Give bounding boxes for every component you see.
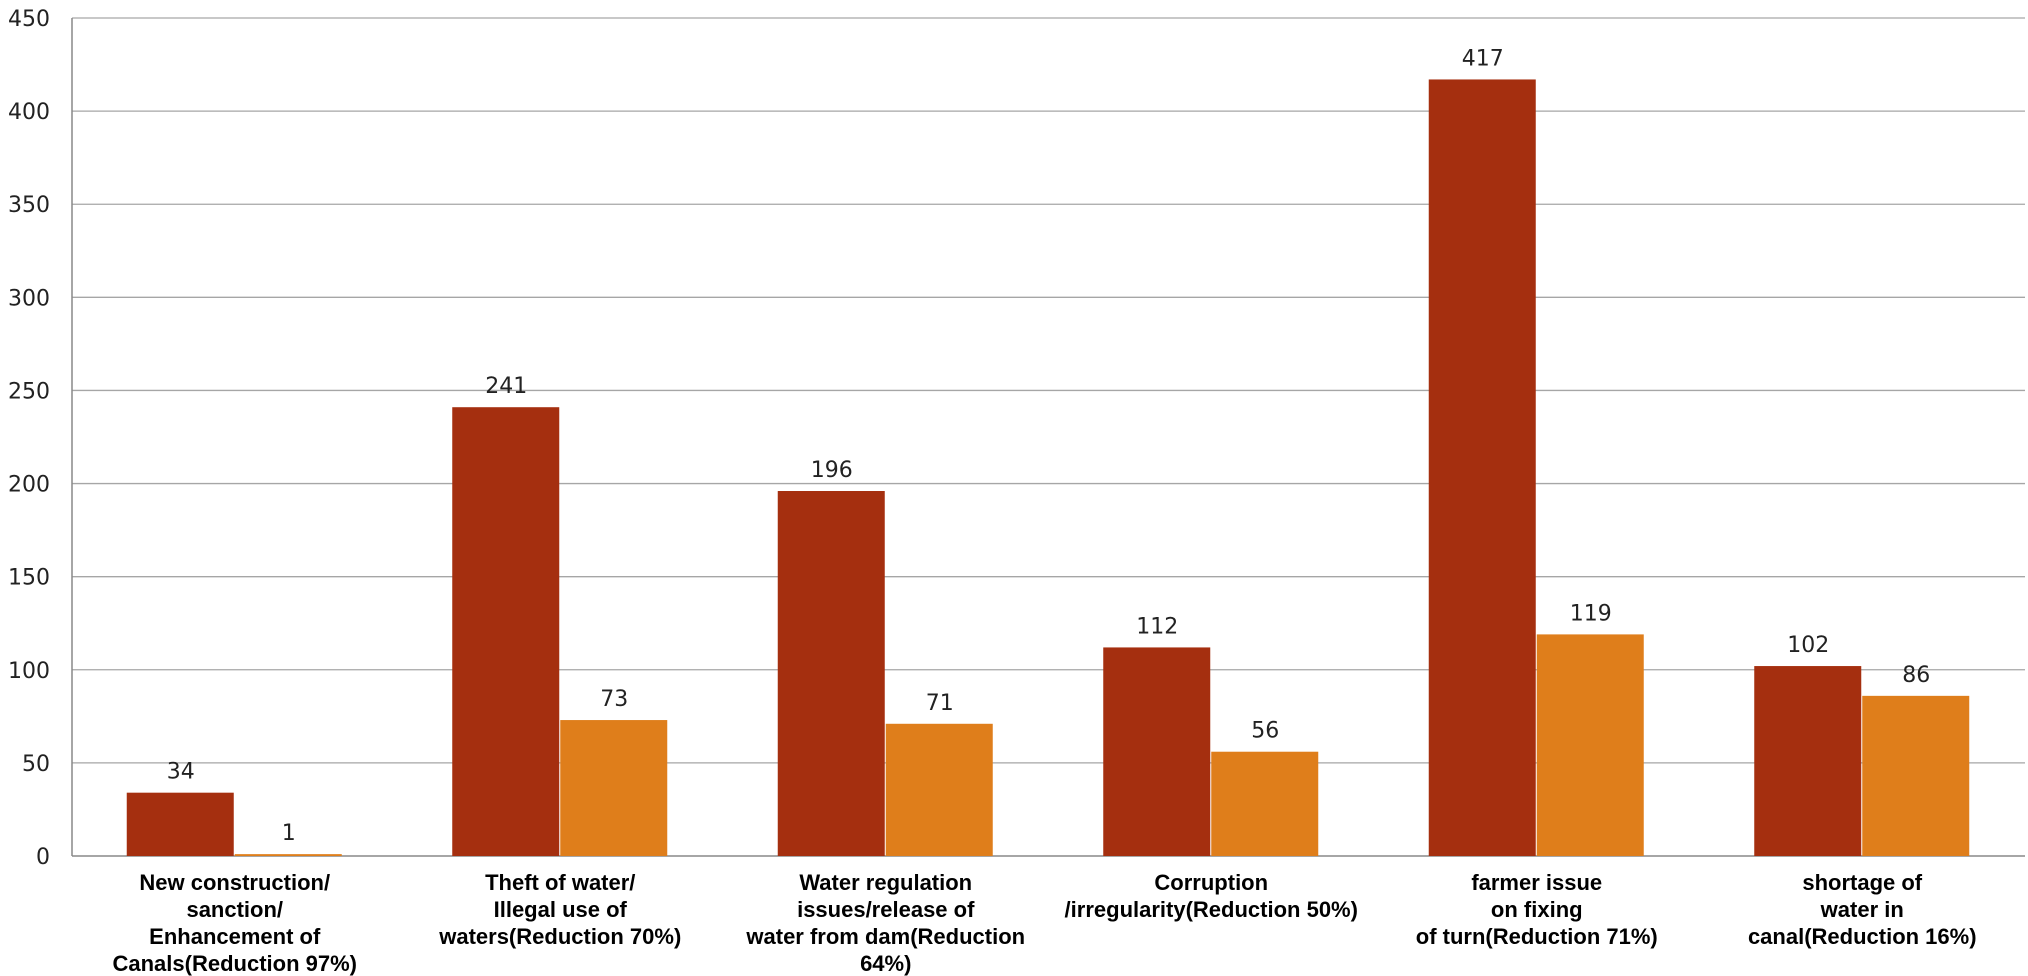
bar-series1-cat1 [126, 792, 234, 856]
category-label-line: New construction/ [139, 870, 330, 895]
category-label-line: water from dam(Reduction [745, 924, 1025, 949]
gridlines [71, 17, 2025, 857]
category-label-line: Water regulation [799, 870, 972, 895]
y-axis-ticks: 0 50 100 150 200 250 300 350 400 450 [8, 7, 50, 870]
category-label-line: issues/release of [797, 897, 975, 922]
data-label-series2-cat6: 86 [1902, 663, 1930, 688]
category-label-line: Canals(Reduction 97%) [113, 951, 358, 976]
data-label-series2-cat3: 71 [926, 691, 954, 716]
y-tick-label: 100 [8, 659, 50, 684]
category-label-line: Enhancement of [149, 924, 321, 949]
bar-series1-cat3 [777, 491, 885, 856]
category-label-line: waters(Reduction 70%) [438, 924, 681, 949]
category-label-6: shortage of water in canal(Reduction 16%) [1748, 870, 1977, 949]
bar-series1-cat6 [1754, 666, 1862, 856]
y-tick-label: 150 [8, 566, 50, 591]
y-tick-label: 400 [8, 100, 50, 125]
bar-series2-cat4 [1211, 751, 1319, 856]
data-label-series1-cat1: 34 [167, 760, 195, 785]
category-label-line: Corruption [1154, 870, 1268, 895]
category-label-4: Corruption/irregularity(Reduction 50%) [1065, 870, 1358, 922]
category-label-line: Theft of water/ [485, 870, 635, 895]
bar-series2-cat3 [885, 723, 993, 856]
category-label-line: farmer issue [1471, 870, 1602, 895]
bar-series1-cat4 [1103, 647, 1211, 856]
category-label-line: shortage of [1802, 870, 1922, 895]
bars [126, 79, 1970, 857]
category-label-line: canal(Reduction 16%) [1748, 924, 1977, 949]
y-tick-label: 350 [8, 193, 50, 218]
data-label-series1-cat5: 417 [1462, 46, 1504, 71]
category-label-5: farmer issue on fixing of turn(Reduction 7… [1416, 870, 1658, 949]
bar-series1-cat2 [452, 407, 560, 856]
data-label-series2-cat5: 119 [1570, 601, 1612, 626]
y-tick-label: 50 [22, 752, 50, 777]
bar-series2-cat1 [234, 854, 342, 856]
category-label-line: sanction/ [186, 897, 283, 922]
category-label-line: on fixing [1491, 897, 1583, 922]
bar-series2-cat2 [560, 720, 668, 856]
data-label-series1-cat2: 241 [485, 374, 527, 399]
category-label-line: /irregularity(Reduction 50%) [1065, 897, 1358, 922]
data-label-series2-cat2: 73 [600, 687, 628, 712]
category-label-3: Water regulation issues/release of water f… [745, 870, 1025, 976]
data-label-series2-cat1: 1 [282, 821, 296, 846]
y-tick-label: 450 [8, 7, 50, 32]
y-tick-label: 0 [36, 845, 50, 870]
category-label-line: 64%) [860, 951, 911, 976]
bar-series2-cat5 [1536, 634, 1644, 856]
y-tick-label: 250 [8, 379, 50, 404]
category-label-1: New construction/sanction/Enhancement of… [113, 870, 358, 976]
data-label-series1-cat3: 196 [811, 458, 853, 483]
category-label-2: Theft of water/Illegal use of waters(Redu… [438, 870, 681, 949]
data-label-series1-cat4: 112 [1136, 614, 1178, 639]
y-tick-label: 200 [8, 473, 50, 498]
category-label-line: water in [1820, 897, 1904, 922]
y-tick-label: 300 [8, 286, 50, 311]
category-label-line: of turn(Reduction 71%) [1416, 924, 1658, 949]
bar-series2-cat6 [1862, 695, 1970, 856]
data-labels: 34 241 196 112 417 102 1 73 71 56 119 86 [167, 46, 1931, 846]
bar-series1-cat5 [1428, 79, 1536, 857]
category-label-line: Illegal use of [494, 897, 628, 922]
x-axis-categories: New construction/sanction/Enhancement of… [113, 870, 1977, 976]
data-label-series2-cat4: 56 [1251, 719, 1279, 744]
data-label-series1-cat6: 102 [1787, 633, 1829, 658]
